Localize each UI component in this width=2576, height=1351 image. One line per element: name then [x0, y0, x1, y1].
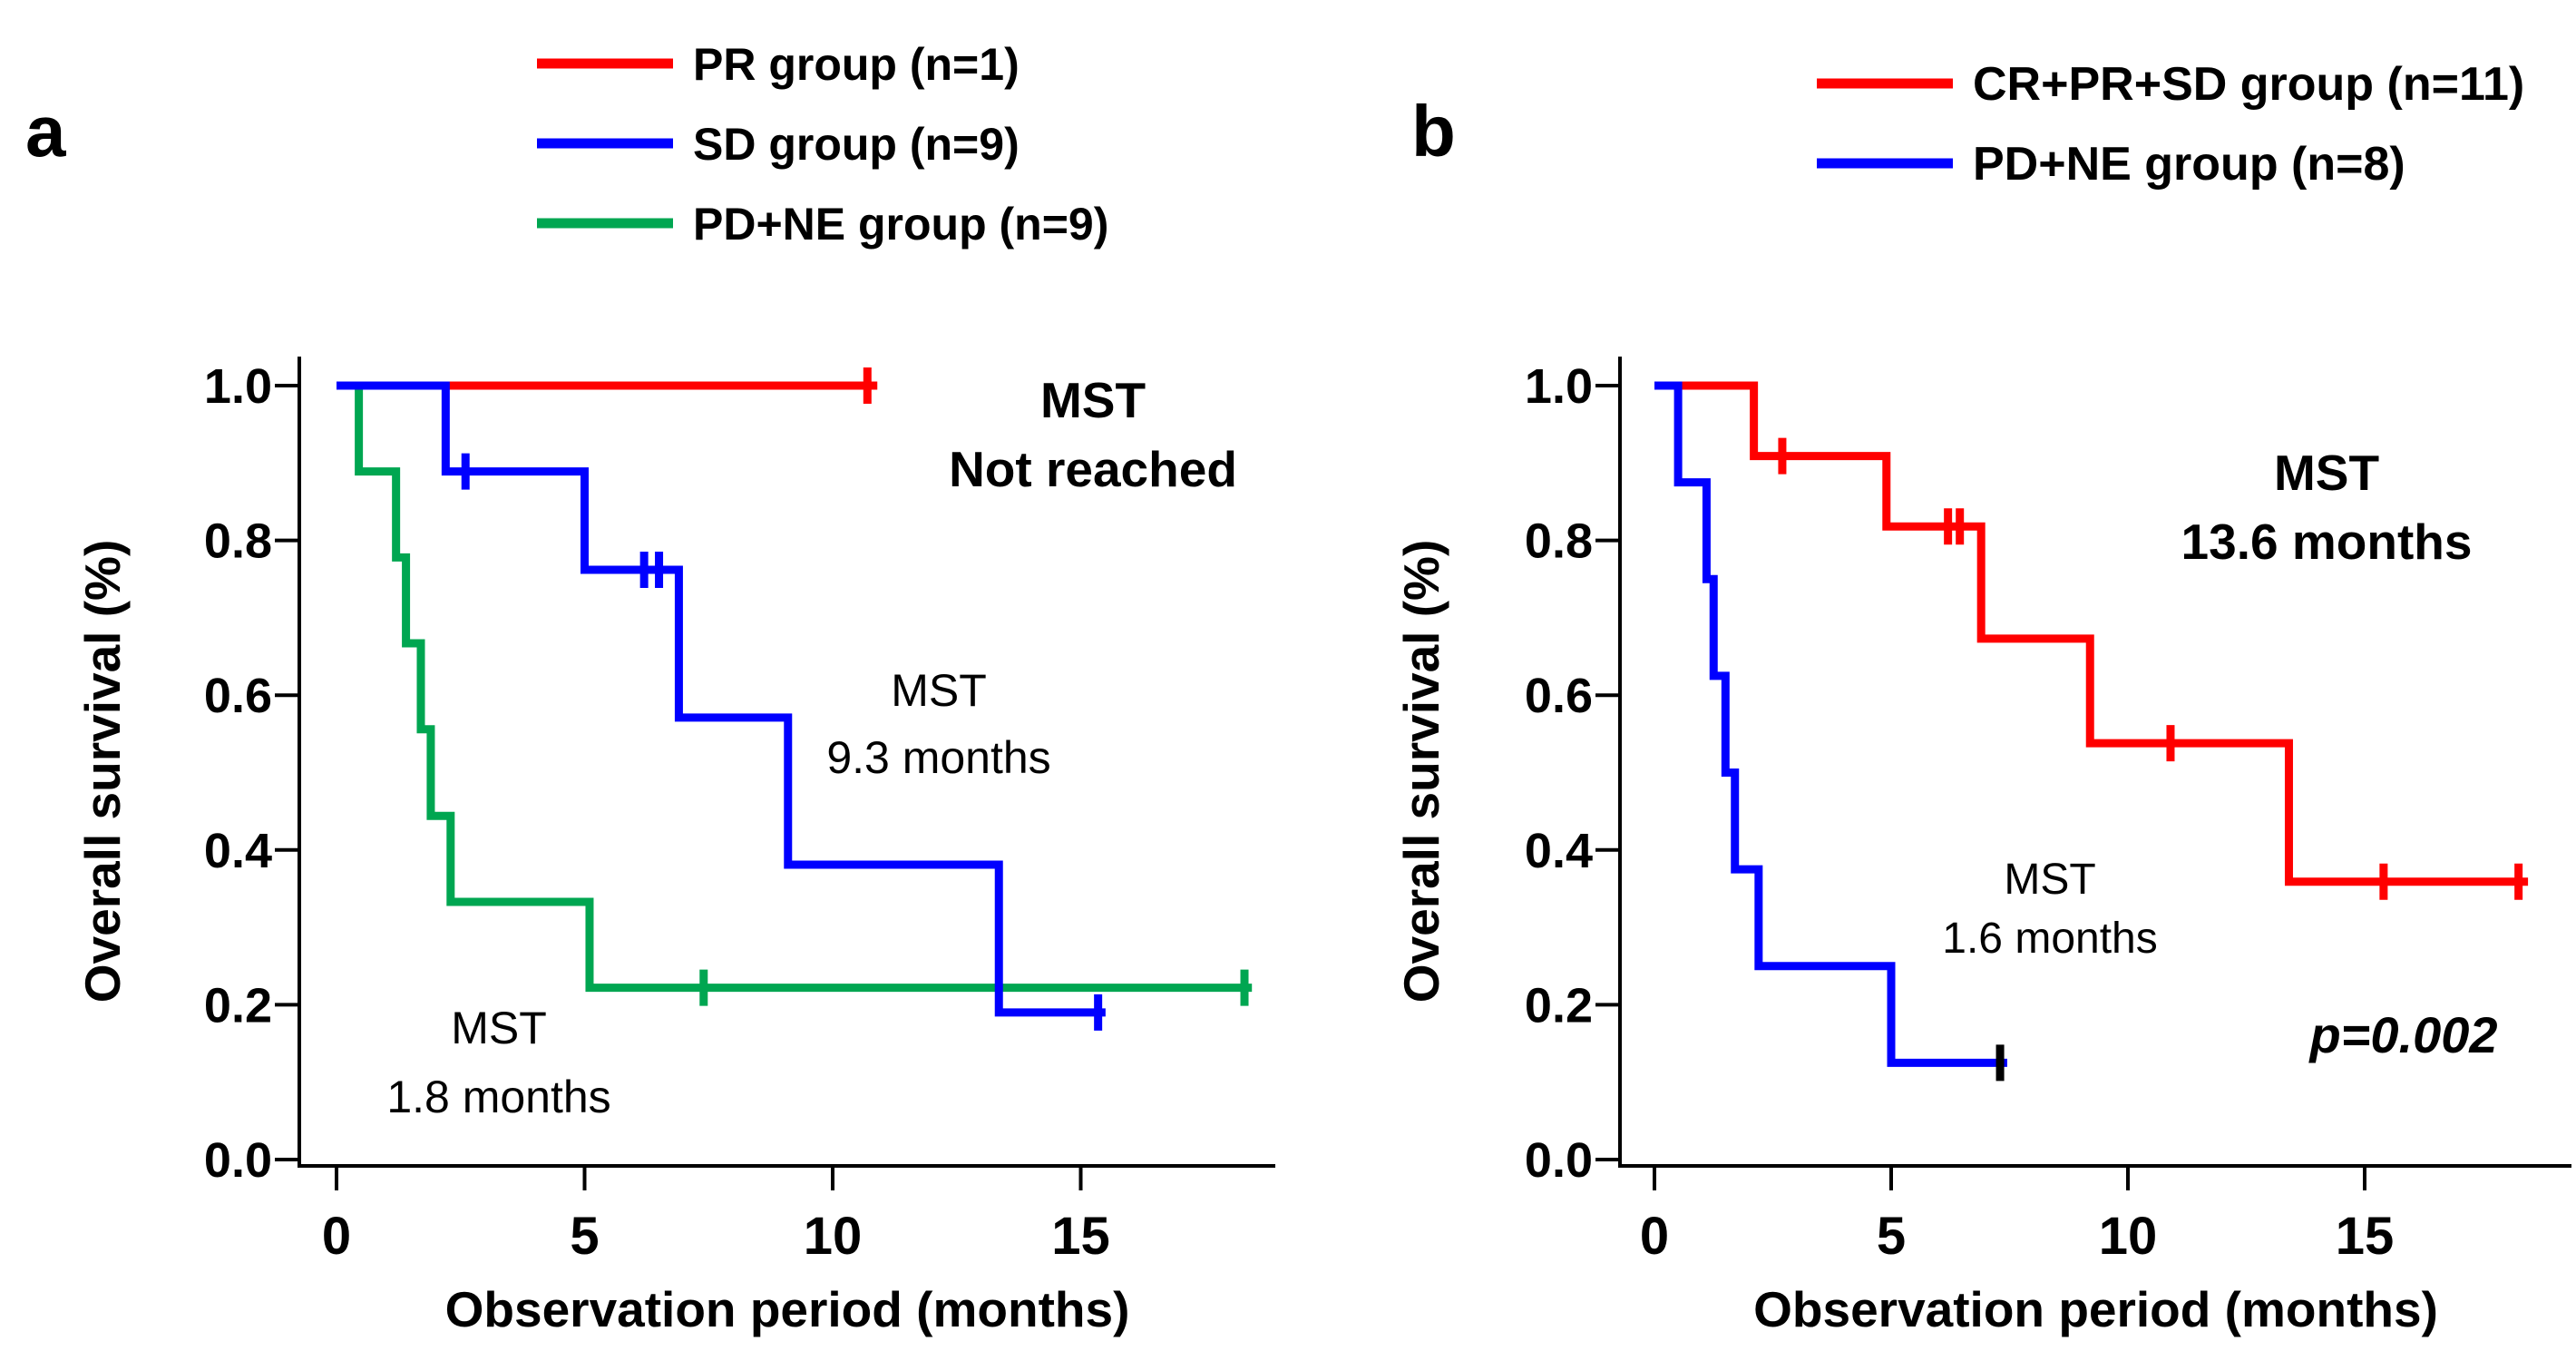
- x-tick-label-b: 5: [1877, 1207, 1906, 1266]
- annotation-a-0-line-0: MST: [1040, 372, 1146, 428]
- legend-label-b-0: CR+PR+SD group (n=11): [1973, 58, 2524, 111]
- y-tick-label-a: 0.0: [204, 1133, 272, 1188]
- annotation-a-1-line-1: 9.3 months: [826, 732, 1050, 783]
- y-tick-label-b: 0.8: [1525, 514, 1593, 569]
- survival-curve-a-2: [337, 381, 1106, 1017]
- x-tick-label-b: 10: [2099, 1207, 2158, 1266]
- panel-letter-b: b: [1411, 91, 1456, 171]
- x-axis-title-b: Observation period (months): [1753, 1281, 2438, 1337]
- y-tick-label-b: 0.0: [1525, 1133, 1593, 1188]
- x-axis-title-a: Observation period (months): [445, 1281, 1130, 1337]
- annotation-b-0-line-1: 13.6 months: [2181, 514, 2473, 570]
- x-tick-label-a: 10: [804, 1207, 863, 1266]
- x-tick-label-b: 0: [1640, 1207, 1669, 1266]
- annotation-b-1-line-0: MST: [2004, 856, 2095, 904]
- x-tick-label-b: 15: [2336, 1207, 2395, 1266]
- y-tick-label-a: 0.2: [204, 978, 272, 1033]
- legend-label-a-0: PR group (n=1): [693, 39, 1020, 90]
- annotation-a-0-line-1: Not reached: [949, 441, 1237, 497]
- x-tick-label-a: 15: [1051, 1207, 1110, 1266]
- x-tick-label-a: 0: [322, 1207, 351, 1266]
- y-tick-label-a: 0.8: [204, 514, 272, 569]
- axis-frame-a: [298, 357, 1275, 1168]
- y-tick-label-a: 0.6: [204, 669, 272, 723]
- y-tick-label-b: 0.2: [1525, 978, 1593, 1033]
- annotation-a-2-line-0: MST: [451, 1003, 547, 1053]
- y-axis-title-a: Overall survival (%): [74, 540, 131, 1003]
- y-tick-label-a: 1.0: [204, 359, 272, 414]
- legend-label-a-1: SD group (n=9): [693, 119, 1020, 170]
- survival-curve-a-1: [337, 381, 1253, 993]
- legend-label-a-2: PD+NE group (n=9): [693, 199, 1108, 250]
- annotation-b-0-line-0: MST: [2274, 445, 2379, 501]
- survival-curve-b-0: [1654, 381, 2529, 886]
- y-tick-label-b: 0.4: [1525, 824, 1593, 878]
- survival-curve-b-1: [1654, 381, 2007, 1067]
- annotation-a-2-line-1: 1.8 months: [386, 1072, 610, 1122]
- axis-frame-b: [1618, 357, 2571, 1168]
- x-tick-label-a: 5: [570, 1207, 599, 1266]
- annotation-b-1-line-1: 1.6 months: [1942, 915, 2157, 963]
- y-tick-label-b: 1.0: [1525, 359, 1593, 414]
- y-axis-title-b: Overall survival (%): [1393, 540, 1449, 1003]
- annotation-a-1-line-0: MST: [891, 665, 987, 716]
- annotation-b-2-line-0: p=0.002: [2308, 1006, 2497, 1063]
- y-tick-label-b: 0.6: [1525, 669, 1593, 723]
- y-tick-label-a: 0.4: [204, 824, 272, 878]
- panel-letter-a: a: [25, 91, 66, 171]
- legend-label-b-1: PD+NE group (n=8): [1973, 138, 2405, 191]
